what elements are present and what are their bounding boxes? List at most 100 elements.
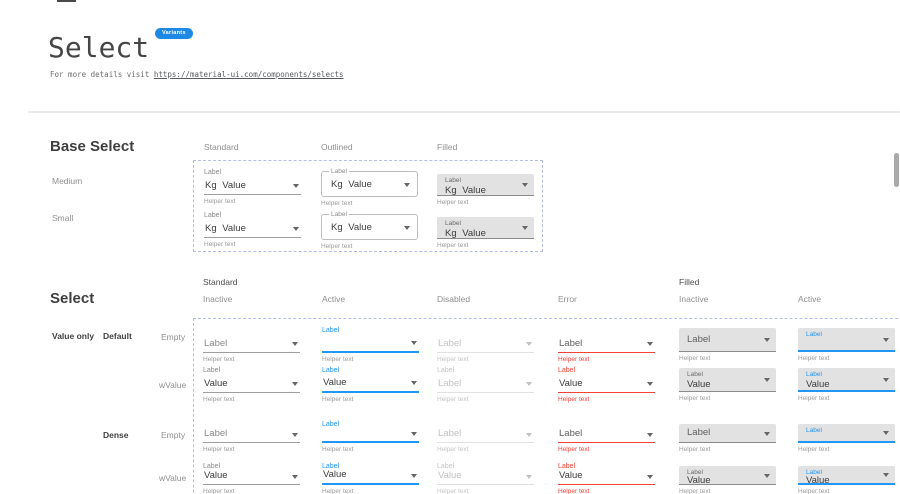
select-field[interactable]: Label	[679, 328, 776, 352]
state-header-error: Error	[558, 294, 577, 304]
select-field[interactable]	[322, 429, 419, 443]
select-field[interactable]: Value	[322, 375, 419, 393]
select-field[interactable]: Label	[437, 335, 534, 353]
select-field[interactable]: Label Value	[679, 368, 776, 392]
chevron-down-icon[interactable]	[522, 183, 528, 187]
select-standard-inactive-dense-empty: Label Helper text	[203, 418, 300, 454]
select-label: Label	[437, 463, 455, 470]
chevron-down-icon[interactable]	[404, 182, 410, 187]
state-label-wvalue-dense: wValue	[159, 473, 187, 483]
select-standard-active-default-wvalue: Label Value Helper text	[322, 364, 419, 404]
select-field[interactable]: Label	[558, 428, 655, 443]
chevron-down-icon[interactable]	[764, 431, 770, 436]
select-field[interactable]: Label Value	[798, 466, 895, 486]
chevron-down-icon[interactable]	[411, 341, 417, 345]
select-value: Value	[806, 475, 830, 486]
chevron-down-icon[interactable]	[411, 432, 417, 436]
chevron-down-icon[interactable]	[883, 337, 889, 342]
helper-text: Helper text	[558, 396, 590, 403]
subtitle: For more details visit https://material-…	[50, 70, 344, 79]
state-label-empty-dense: Empty	[161, 430, 186, 440]
select-standard-inactive-dense-wvalue: Label Value Helper text	[203, 460, 300, 494]
select-standard-active-dense-empty: Label Helper text	[322, 418, 419, 454]
select-field[interactable]: Label	[558, 335, 655, 353]
base-select-heading: Base Select	[50, 138, 135, 155]
select-field[interactable]: Label Kg Value	[321, 211, 418, 240]
helper-text: Helper text	[203, 396, 235, 403]
chevron-down-icon[interactable]	[883, 473, 889, 477]
select-field[interactable]: Value	[558, 470, 655, 485]
select-field[interactable]: Value	[322, 469, 419, 485]
select-field[interactable]	[322, 335, 419, 353]
chevron-down-icon[interactable]	[647, 475, 653, 479]
select-field[interactable]: Value	[558, 375, 655, 393]
helper-text: Helper text	[798, 355, 830, 362]
helper-text: Helper text	[322, 356, 354, 363]
chevron-down-icon[interactable]	[647, 433, 653, 437]
select-base-filled-small: Label Kg Value Helper text	[437, 209, 534, 250]
chevron-down-icon[interactable]	[883, 377, 889, 382]
select-filled-inactive-default-wvalue: Label Value Helper text	[679, 364, 776, 403]
chevron-down-icon[interactable]	[526, 342, 532, 346]
chevron-down-icon[interactable]	[522, 226, 528, 230]
column-header-filled: Filled	[437, 142, 458, 152]
select-field[interactable]: Value	[437, 470, 534, 485]
select-field[interactable]: Value	[203, 375, 300, 393]
select-field[interactable]: Label Kg Value	[437, 174, 534, 196]
chevron-down-icon[interactable]	[647, 382, 653, 386]
chevron-down-icon[interactable]	[292, 433, 298, 437]
select-value: Label	[559, 338, 583, 349]
select-field[interactable]: Label Kg Value	[437, 217, 534, 239]
chevron-down-icon[interactable]	[764, 473, 770, 478]
select-value: Value	[687, 475, 711, 486]
chevron-down-icon[interactable]	[526, 382, 532, 386]
select-matrix-group-outline	[193, 318, 900, 494]
select-value: Label	[687, 427, 711, 438]
select-field[interactable]: Value	[203, 470, 300, 485]
chevron-down-icon[interactable]	[293, 227, 299, 231]
docs-link[interactable]: https://material-ui.com/components/selec…	[153, 70, 344, 79]
select-base-outlined-medium: Label Kg Value Helper text	[321, 166, 418, 208]
select-field[interactable]: Label	[679, 424, 776, 443]
scrollbar-thumb[interactable]	[894, 153, 899, 187]
select-heading: Select	[50, 290, 95, 307]
helper-text: Helper text	[203, 488, 235, 494]
helper-text: Helper text	[437, 446, 469, 453]
chevron-down-icon[interactable]	[411, 381, 417, 385]
chevron-down-icon[interactable]	[526, 475, 532, 479]
select-field[interactable]: Label Value	[798, 368, 895, 392]
select-field[interactable]: Label	[437, 428, 534, 443]
state-header-active-standard: Active	[322, 294, 346, 304]
helper-text: Helper text	[679, 355, 711, 362]
chevron-down-icon[interactable]	[526, 433, 532, 437]
select-label: Label	[806, 331, 822, 338]
chevron-down-icon[interactable]	[292, 382, 298, 386]
helper-text: Helper text	[321, 243, 353, 250]
row-label-small: Small	[52, 213, 74, 223]
select-field[interactable]: Label Kg Value	[321, 168, 418, 197]
chevron-down-icon[interactable]	[647, 342, 653, 346]
chevron-down-icon[interactable]	[404, 225, 410, 230]
chevron-down-icon[interactable]	[293, 184, 299, 188]
chevron-down-icon[interactable]	[292, 342, 298, 346]
select-field[interactable]: Label	[437, 375, 534, 393]
select-field[interactable]: Kg Value	[204, 177, 301, 195]
select-label	[558, 324, 655, 335]
select-field[interactable]: Kg Value	[204, 220, 301, 238]
chevron-down-icon[interactable]	[411, 474, 417, 478]
helper-text: Helper text	[679, 446, 711, 453]
select-field[interactable]: Label	[203, 428, 300, 443]
chevron-down-icon[interactable]	[883, 431, 889, 435]
select-value: Label	[438, 428, 462, 439]
select-field[interactable]: Label Value	[679, 466, 776, 486]
select-field[interactable]: Label	[798, 328, 895, 352]
chevron-down-icon[interactable]	[764, 338, 770, 342]
chevron-down-icon[interactable]	[292, 475, 298, 479]
select-field[interactable]: Label	[798, 424, 895, 443]
select-value: Value	[438, 470, 462, 481]
select-field[interactable]: Label	[203, 335, 300, 353]
select-base-filled-medium: Label Kg Value Helper text	[437, 166, 534, 207]
variants-badge[interactable]: Variants	[155, 28, 193, 39]
select-filled-inactive-dense-empty: Label Helper text	[679, 418, 776, 454]
chevron-down-icon[interactable]	[764, 378, 770, 382]
